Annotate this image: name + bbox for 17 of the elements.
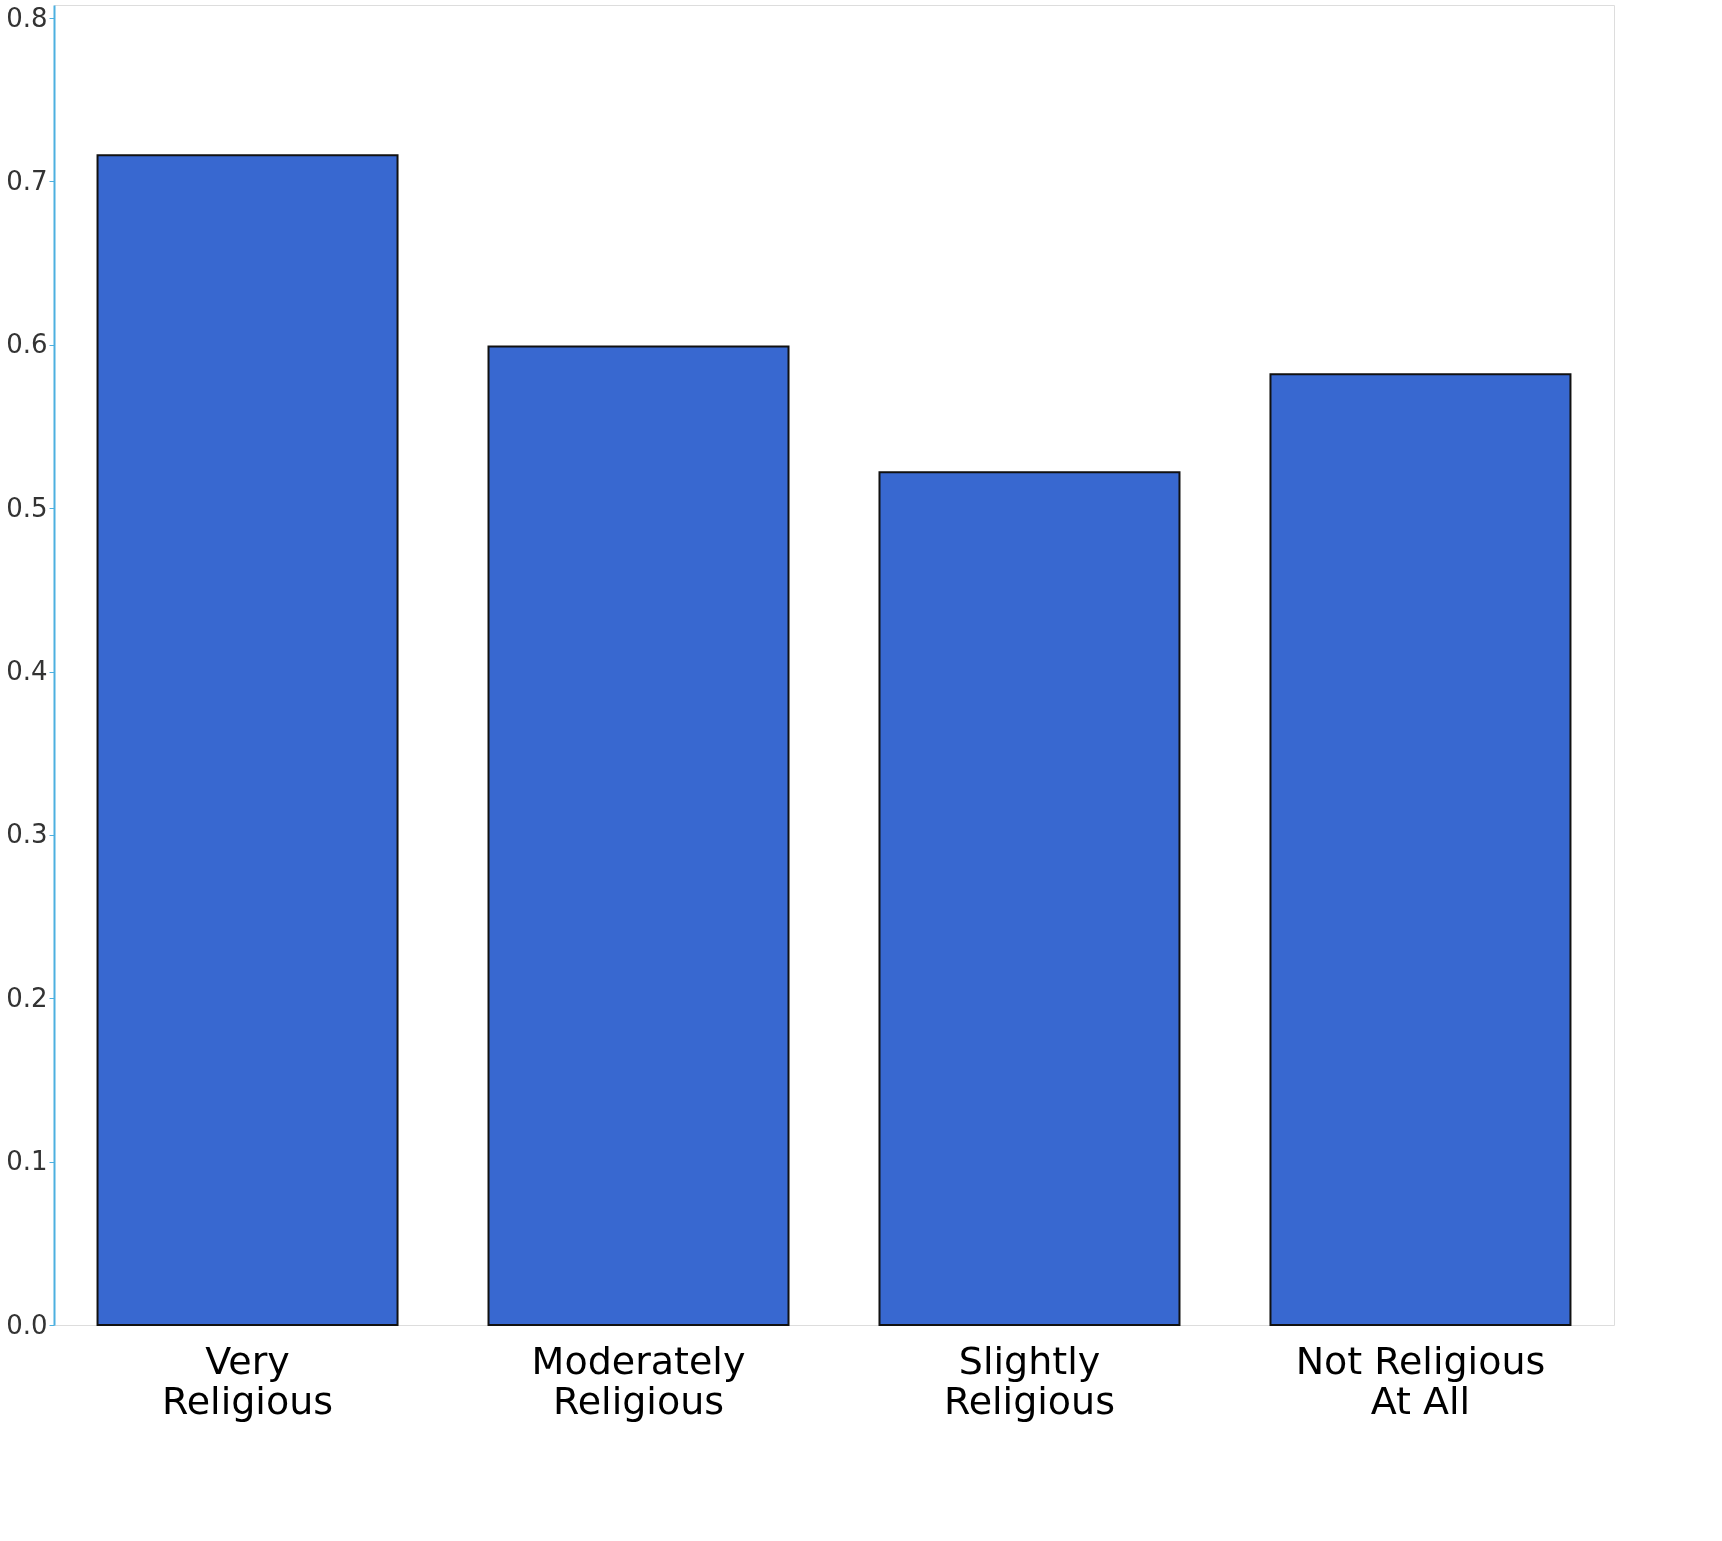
y-tick-label: 0.7 xyxy=(6,165,48,196)
x-tick-label: Moderately Religious xyxy=(531,1338,746,1423)
y-tick-label: 0.8 xyxy=(6,2,48,33)
y-tick-label: 0.0 xyxy=(6,1309,48,1340)
y-tick-label: 0.4 xyxy=(6,656,48,687)
bar xyxy=(1269,373,1572,1326)
x-tick-label: Not Religious At All xyxy=(1295,1338,1546,1423)
y-tick-label: 0.5 xyxy=(6,492,48,523)
y-tick-label: 0.3 xyxy=(6,819,48,850)
bar xyxy=(878,471,1181,1326)
y-tick-label: 0.6 xyxy=(6,329,48,360)
bar xyxy=(96,154,399,1326)
y-tick-label: 0.2 xyxy=(6,982,48,1013)
y-tick-label: 0.1 xyxy=(6,1146,48,1177)
x-tick-label: Very Religious xyxy=(162,1338,334,1423)
bar xyxy=(487,345,790,1326)
x-tick-label: Slightly Religious xyxy=(943,1338,1115,1423)
